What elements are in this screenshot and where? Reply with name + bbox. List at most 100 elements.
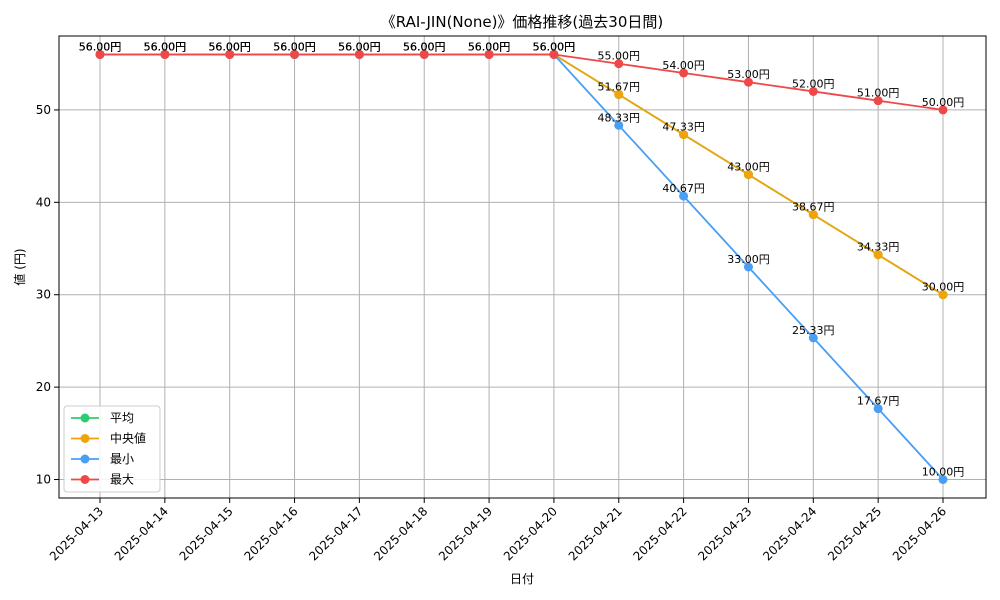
y-tick-label: 30 <box>36 288 51 302</box>
data-label: 56.00円 <box>338 40 381 53</box>
data-point <box>614 120 624 130</box>
x-tick-label: 2025-04-14 <box>112 504 171 563</box>
data-label: 56.00円 <box>79 40 122 53</box>
data-point <box>679 68 689 78</box>
data-point <box>95 49 105 59</box>
data-label: 56.00円 <box>468 40 511 53</box>
x-tick-label: 2025-04-23 <box>695 504 754 563</box>
data-point <box>873 250 883 260</box>
x-tick-label: 2025-04-26 <box>890 504 949 563</box>
series-layer <box>95 49 948 485</box>
data-label: 56.00円 <box>533 40 576 53</box>
data-label: 17.67円 <box>857 395 900 408</box>
data-point <box>679 191 689 201</box>
data-point <box>225 49 235 59</box>
data-point <box>938 290 948 300</box>
data-label: 52.00円 <box>792 77 835 90</box>
legend-marker <box>80 413 90 423</box>
data-point <box>290 49 300 59</box>
data-label: 47.33円 <box>662 121 705 134</box>
data-point <box>160 49 170 59</box>
data-point <box>743 77 753 87</box>
data-label: 43.00円 <box>727 161 770 174</box>
data-point <box>484 49 494 59</box>
data-point <box>743 170 753 180</box>
x-tick-label: 2025-04-16 <box>241 504 300 563</box>
data-point <box>354 49 364 59</box>
y-tick-label: 20 <box>36 380 51 394</box>
data-point <box>549 49 559 59</box>
legend-marker <box>80 475 90 484</box>
data-label: 48.33円 <box>598 111 641 124</box>
plot-frame <box>58 35 987 499</box>
x-tick-label: 2025-04-13 <box>47 504 106 563</box>
data-label: 50.00円 <box>922 96 965 109</box>
y-tick-label: 10 <box>36 473 51 487</box>
x-tick-label: 2025-04-18 <box>371 504 430 563</box>
legend-label: 最大 <box>110 473 134 487</box>
grid-layer <box>59 36 986 498</box>
data-label: 40.67円 <box>662 182 705 195</box>
data-point <box>808 86 818 96</box>
data-label: 56.00円 <box>403 40 446 53</box>
data-point <box>679 130 689 140</box>
data-label: 56.00円 <box>208 40 251 53</box>
x-tick-label: 2025-04-20 <box>501 504 560 563</box>
data-point <box>808 210 818 220</box>
x-tick-label: 2025-04-21 <box>566 504 625 563</box>
data-label: 56.00円 <box>144 40 187 53</box>
data-label: 56.00円 <box>403 40 446 53</box>
data-point <box>808 333 818 343</box>
legend-label: 平均 <box>110 411 134 425</box>
x-tick-label: 2025-04-19 <box>436 504 495 563</box>
data-label: 38.67円 <box>792 201 835 214</box>
x-tick-label: 2025-04-17 <box>306 504 365 563</box>
data-label: 33.00円 <box>727 253 770 266</box>
data-label: 56.00円 <box>79 40 122 53</box>
data-label: 56.00円 <box>79 40 122 53</box>
data-label: 56.00円 <box>403 40 446 53</box>
data-label: 56.00円 <box>533 40 576 53</box>
x-tick-label: 2025-04-15 <box>177 504 236 563</box>
data-label: 56.00円 <box>338 40 381 53</box>
data-label: 56.00円 <box>338 40 381 53</box>
data-label: 55.00円 <box>598 50 641 63</box>
data-label: 10.00円 <box>922 466 965 479</box>
data-label: 56.00円 <box>208 40 251 53</box>
x-tick-label: 2025-04-24 <box>760 504 819 563</box>
data-label: 56.00円 <box>273 40 316 53</box>
data-label: 56.00円 <box>273 40 316 53</box>
chart-title: 《RAI-JIN(None)》価格推移(過去30日間) <box>381 13 663 31</box>
legend-marker <box>80 454 90 464</box>
data-label: 56.00円 <box>273 40 316 53</box>
data-label: 56.00円 <box>208 40 251 53</box>
data-point <box>614 59 624 69</box>
data-point <box>873 96 883 106</box>
data-label: 56.00円 <box>533 40 576 53</box>
legend-label: 中央値 <box>110 431 146 446</box>
data-point <box>419 49 429 59</box>
data-point <box>743 262 753 272</box>
data-point <box>873 404 883 414</box>
legend-marker <box>80 434 90 443</box>
legend-box <box>63 405 161 493</box>
y-tick-label: 50 <box>36 103 51 117</box>
data-label-layer: 56.00円 56.00円 56.00円 56.00円 56.00円 56.00円 56.0… <box>79 40 965 478</box>
data-label: 30.00円 <box>922 281 965 294</box>
x-tick-label: 2025-04-22 <box>631 504 690 563</box>
series-line-3 <box>100 53 944 111</box>
data-point <box>614 89 624 99</box>
data-label: 53.00円 <box>727 68 770 81</box>
data-label: 51.67円 <box>598 80 641 93</box>
data-label: 25.33円 <box>792 324 835 337</box>
data-label: 56.00円 <box>468 40 511 53</box>
data-point <box>938 475 948 485</box>
data-point <box>938 105 948 115</box>
data-label: 56.00円 <box>468 40 511 53</box>
data-label: 54.00円 <box>662 59 705 72</box>
data-label: 34.33円 <box>857 241 900 254</box>
data-label: 56.00円 <box>144 40 187 53</box>
